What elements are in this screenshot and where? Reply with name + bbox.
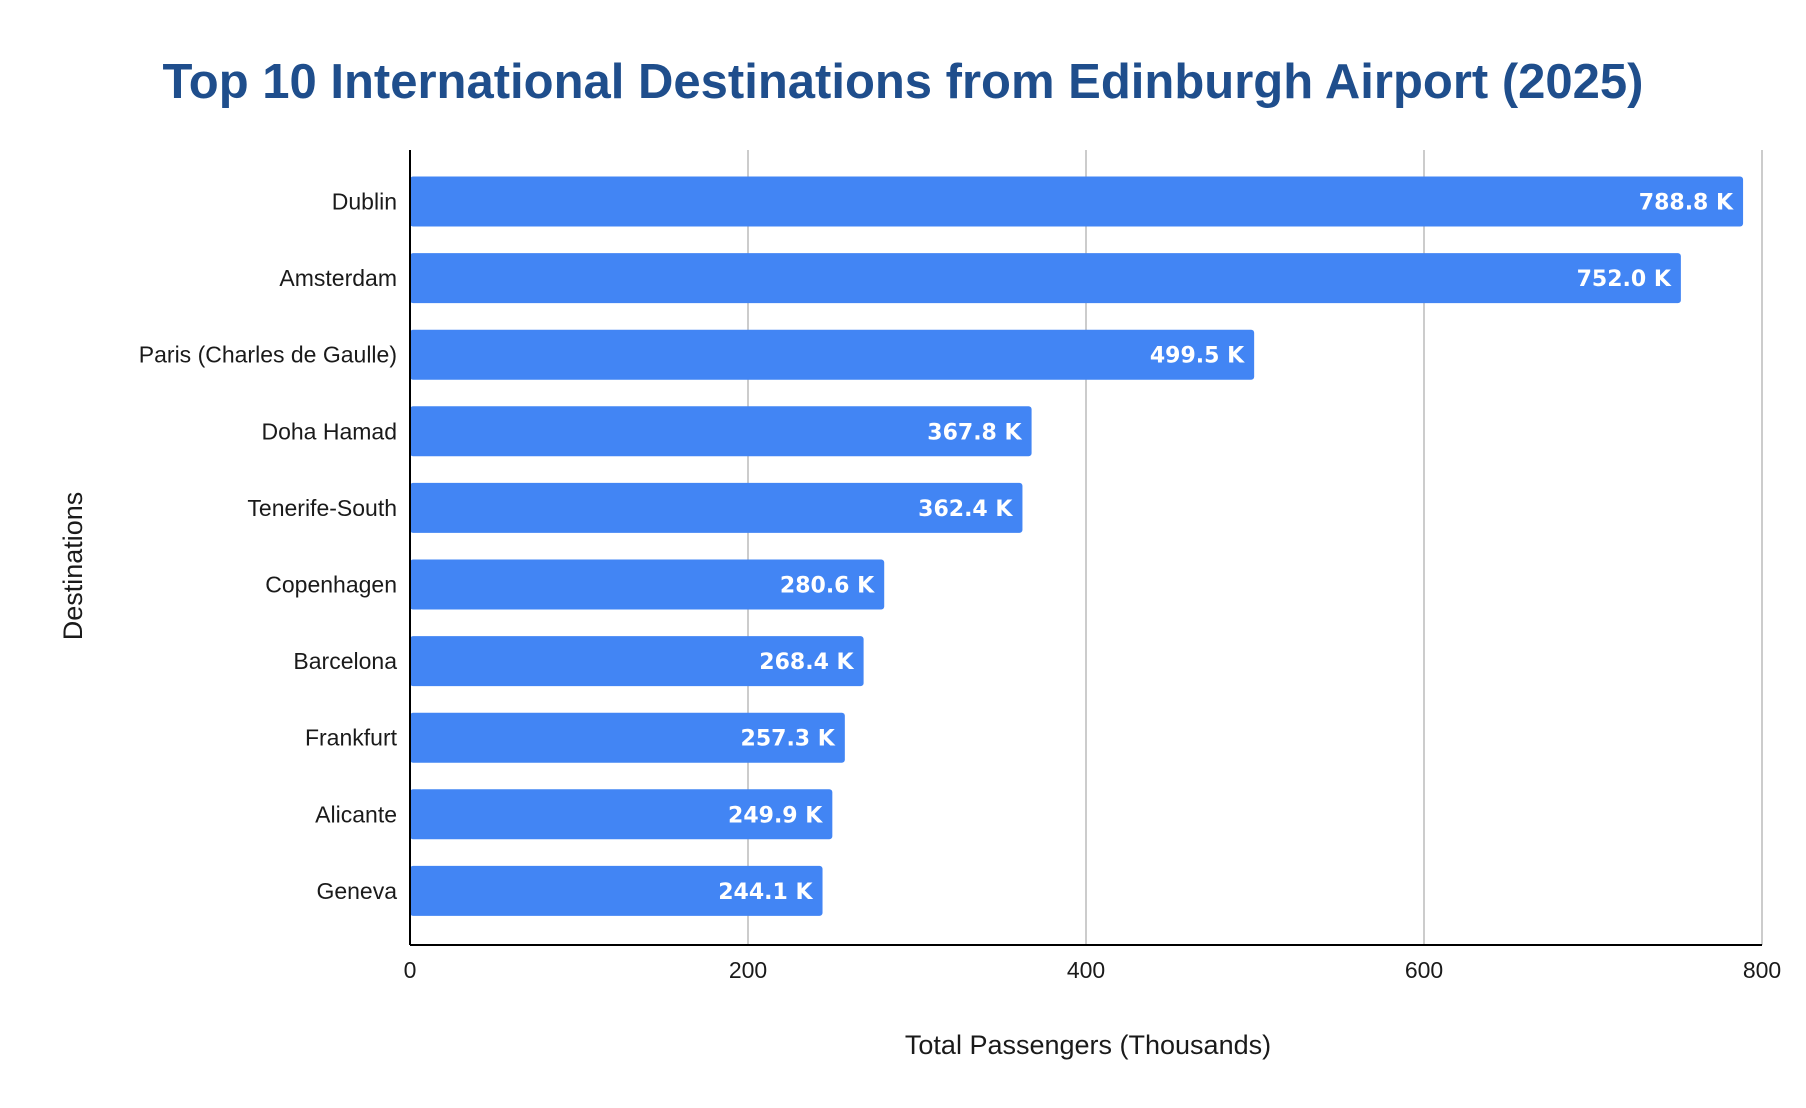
bar-9 (410, 865, 823, 916)
chart-title: Top 10 International Destinations from E… (162, 55, 1643, 109)
data-label-9: 244.1 K (718, 880, 813, 905)
category-label-5: Copenhagen (265, 572, 397, 598)
y-axis-title: Destinations (58, 492, 88, 641)
labels: Dublin 788.8 K Amsterdam 752.0 K Paris (Char… (139, 189, 1781, 984)
x-tick-label-0: 0 (404, 957, 417, 983)
x-tick-label-600: 600 (1405, 957, 1443, 983)
category-label-8: Alicante (315, 801, 397, 827)
bar-7 (410, 712, 845, 763)
category-label-3: Doha Hamad (261, 418, 397, 444)
data-label-4: 362.4 K (918, 497, 1013, 522)
category-label-6: Barcelona (293, 648, 397, 674)
data-label-7: 257.3 K (741, 727, 836, 752)
x-tick-label-800: 800 (1743, 957, 1781, 983)
bar-0 (410, 176, 1744, 227)
data-label-6: 268.4 K (759, 650, 854, 675)
bar-8 (410, 789, 833, 840)
bar-4 (410, 482, 1023, 533)
x-axis-title: Total Passengers (Thousands) (905, 1030, 1271, 1060)
axes (409, 150, 1762, 946)
bar-5 (410, 559, 885, 610)
category-label-7: Frankfurt (305, 725, 398, 751)
category-label-9: Geneva (316, 878, 397, 904)
bars (410, 176, 1744, 916)
bar-1 (410, 253, 1681, 304)
x-tick-label-200: 200 (729, 957, 767, 983)
category-label-4: Tenerife-South (247, 495, 397, 521)
data-label-8: 249.9 K (728, 803, 823, 828)
category-label-0: Dublin (332, 189, 397, 215)
bar-6 (410, 636, 864, 687)
data-label-5: 280.6 K (780, 574, 875, 599)
data-label-2: 499.5 K (1150, 344, 1245, 369)
data-label-0: 788.8 K (1639, 191, 1734, 216)
bar-2 (410, 329, 1255, 380)
category-label-1: Amsterdam (279, 265, 397, 291)
category-label-2: Paris (Charles de Gaulle) (139, 342, 397, 368)
bar-3 (410, 406, 1032, 457)
data-label-1: 752.0 K (1577, 267, 1672, 292)
x-tick-label-400: 400 (1067, 957, 1105, 983)
data-label-3: 367.8 K (927, 420, 1022, 445)
